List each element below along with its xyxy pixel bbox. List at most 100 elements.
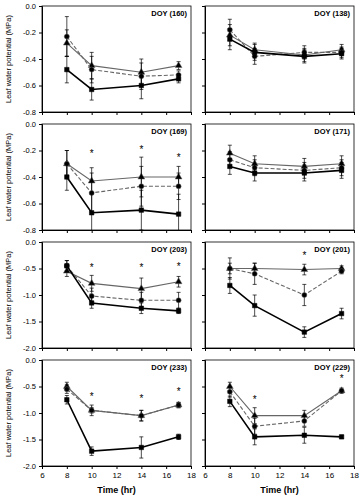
- error-bar: [228, 278, 232, 294]
- marker: [89, 211, 93, 215]
- tick-label: -2.0: [23, 462, 36, 471]
- x-tick: [230, 348, 231, 351]
- marker: [302, 418, 307, 423]
- error-bar: [177, 75, 181, 83]
- error-bar: [228, 258, 232, 279]
- y-tick: [202, 86, 205, 87]
- y-tick: 0.0: [26, 356, 42, 365]
- y-tick: -0.4: [23, 173, 42, 182]
- plot-area: [226, 382, 345, 445]
- x-axis: [206, 112, 355, 115]
- tick-mark: [255, 466, 256, 469]
- marker: [228, 283, 232, 287]
- series-line: [230, 269, 342, 296]
- axis-line: [39, 361, 43, 467]
- marker: [252, 435, 256, 439]
- plot-area: [63, 151, 182, 231]
- annotation: *: [253, 394, 257, 405]
- marker: [302, 54, 306, 58]
- tick-mark: [39, 59, 42, 60]
- tick-mark: [202, 360, 205, 361]
- tick-label: -0.8: [23, 226, 36, 235]
- series-line: [230, 160, 342, 171]
- x-tick: [329, 112, 330, 115]
- x-axis-title: Time (hr): [97, 485, 135, 495]
- tick-mark: [202, 151, 205, 152]
- x-tick: [280, 348, 281, 351]
- error-bar: [253, 295, 257, 316]
- tick-label: 0.0: [26, 120, 36, 129]
- series: [226, 25, 345, 62]
- x-tick: [117, 348, 118, 351]
- marker: [65, 175, 69, 179]
- error-bar: [65, 17, 69, 57]
- tick-mark: [67, 230, 68, 233]
- panel-title: DOY (229): [314, 363, 350, 372]
- series-line: [230, 391, 342, 427]
- y-axis: [202, 125, 206, 231]
- x-tick: [67, 230, 68, 233]
- y-axis: 0.0-0.2-0.4-0.6-0.8: [23, 120, 42, 235]
- tick-mark: [202, 177, 205, 178]
- tick-label: -0.6: [23, 81, 36, 90]
- marker: [65, 67, 69, 71]
- series: [65, 164, 181, 230]
- error-bar: [139, 410, 143, 421]
- y-tick: [202, 466, 205, 467]
- y-tick: [202, 322, 205, 323]
- tick-mark: [202, 59, 205, 60]
- tick-mark: [39, 269, 42, 270]
- series-line: [67, 177, 179, 214]
- panel-title: DOY (201): [314, 245, 350, 254]
- y-tick: [202, 124, 205, 125]
- tick-label: -0.4: [23, 55, 36, 64]
- marker: [176, 403, 181, 408]
- y-tick: [202, 360, 205, 361]
- series-line: [230, 35, 342, 55]
- panel: DOY (201) *: [202, 242, 355, 351]
- series-line: [230, 153, 342, 166]
- plot-frame: [205, 124, 354, 230]
- marker: [339, 168, 343, 172]
- annotation: *: [177, 261, 181, 272]
- y-tick: -1.0: [23, 409, 42, 418]
- error-bar: [90, 298, 94, 309]
- series-line: [230, 387, 342, 416]
- tick-mark: [202, 86, 205, 87]
- x-tick: 8: [65, 466, 70, 480]
- series-line: [67, 164, 179, 181]
- tick-mark: [39, 322, 42, 323]
- tick-mark: [329, 230, 330, 233]
- marker: [64, 263, 69, 268]
- tick-mark: [280, 230, 281, 233]
- tick-mark: [202, 6, 205, 7]
- marker: [302, 330, 306, 334]
- error-bar: [90, 408, 94, 413]
- marker: [139, 306, 143, 310]
- plot-frame: [205, 6, 354, 112]
- tick-mark: [191, 348, 192, 351]
- tick-mark: [166, 466, 167, 469]
- tick-mark: [166, 230, 167, 233]
- tick-mark: [354, 230, 355, 233]
- tick-mark: [304, 112, 305, 115]
- axis-line: [206, 349, 355, 352]
- marker: [176, 212, 180, 216]
- error-bar: [90, 79, 94, 100]
- annotation: *: [90, 262, 94, 273]
- annotation: *: [302, 250, 306, 261]
- tick-mark: [280, 348, 281, 351]
- tick-mark: [67, 466, 68, 469]
- axis-line: [206, 113, 355, 116]
- y-tick: [202, 112, 205, 113]
- error-bar: [139, 410, 143, 421]
- series: [228, 158, 344, 181]
- x-tick: [354, 348, 355, 351]
- tick-mark: [166, 348, 167, 351]
- tick-label: 10: [88, 471, 97, 480]
- series-line: [230, 166, 342, 173]
- marker: [252, 271, 257, 276]
- tick-mark: [117, 230, 118, 233]
- series-line: [230, 401, 342, 437]
- marker: [228, 164, 232, 168]
